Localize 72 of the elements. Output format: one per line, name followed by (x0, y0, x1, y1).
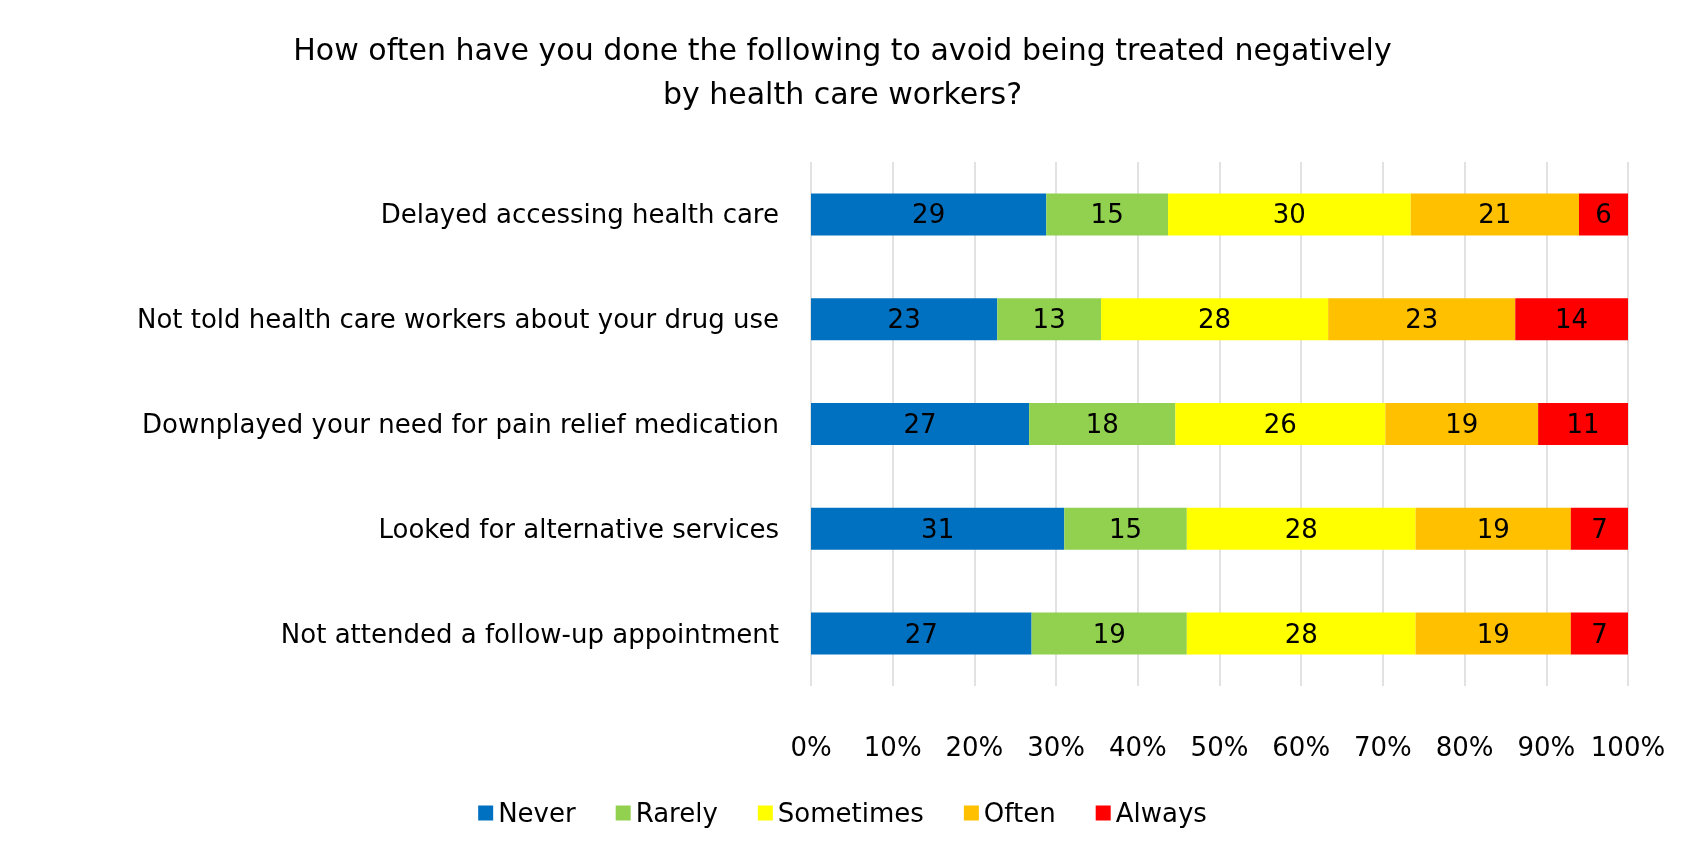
bar (1046, 193, 1169, 236)
x-tick-label: 50% (1190, 732, 1249, 762)
bar (1410, 193, 1579, 236)
legend-label: Rarely (635, 798, 718, 828)
x-tick-label: 80% (1435, 732, 1494, 762)
bar (1538, 403, 1628, 445)
data-label: 21 (1478, 199, 1512, 230)
data-label: 26 (1263, 409, 1297, 439)
legend-label: Sometimes (777, 798, 924, 828)
y-tick-label: Not told health care workers about your drug use (136, 304, 779, 335)
bar (1385, 403, 1539, 445)
data-label: 29 (912, 199, 946, 230)
x-tick-label: 100% (1590, 732, 1666, 762)
bar (811, 612, 1032, 655)
data-label: 31 (921, 513, 955, 544)
data-label: 19 (1445, 409, 1479, 439)
data-label: 19 (1092, 618, 1126, 649)
data-label: 13 (1032, 304, 1066, 335)
bar (811, 403, 1030, 445)
x-tick-label: 20% (945, 732, 1004, 762)
y-tick-label: Delayed accessing health care (380, 199, 779, 230)
x-tick-label: 70% (1354, 732, 1412, 762)
bar (1175, 403, 1386, 445)
data-label: 28 (1284, 513, 1318, 544)
bar (1168, 193, 1411, 236)
y-tick-label: Downplayed your need for pain relief medication (142, 409, 779, 439)
bar (1029, 403, 1176, 445)
data-label: 28 (1198, 304, 1232, 335)
data-label: 18 (1085, 409, 1119, 439)
data-label: 15 (1109, 513, 1143, 544)
data-label: 7 (1591, 618, 1608, 649)
data-label: 23 (1405, 304, 1439, 335)
x-tick-label: 60% (1272, 732, 1331, 762)
bar (1415, 612, 1571, 655)
legend-label: Often (983, 798, 1056, 828)
y-tick-label: Not attended a follow-up appointment (280, 618, 779, 649)
data-label: 19 (1476, 618, 1510, 649)
data-label: 15 (1090, 199, 1124, 230)
legend-label: Never (498, 798, 576, 828)
data-label: 27 (903, 409, 937, 439)
x-tick-label: 40% (1108, 732, 1167, 762)
bar (1328, 298, 1516, 341)
bar (1031, 612, 1187, 655)
bar (1101, 298, 1329, 341)
x-tick-label: 30% (1027, 732, 1085, 762)
data-label: 30 (1272, 199, 1306, 230)
bar (1186, 507, 1416, 550)
bar (1578, 193, 1628, 236)
data-label: 28 (1284, 618, 1318, 649)
x-tick-label: 90% (1517, 732, 1576, 762)
bar (1064, 507, 1187, 550)
legend-label: Always (1115, 798, 1207, 828)
bar (1415, 507, 1571, 550)
bar (811, 193, 1047, 236)
data-label: 19 (1476, 513, 1510, 544)
data-label: 27 (904, 618, 938, 649)
data-label: 7 (1591, 513, 1608, 544)
bar (997, 298, 1102, 341)
x-tick-label: 10% (863, 732, 922, 762)
bar (811, 298, 998, 341)
bar (1570, 612, 1628, 655)
data-label: 11 (1566, 409, 1600, 439)
x-tick-label: 0% (790, 732, 832, 762)
data-label: 6 (1595, 199, 1612, 230)
data-label: 23 (887, 304, 921, 335)
bar (1570, 507, 1628, 550)
data-label: 14 (1555, 304, 1589, 335)
bar (811, 507, 1065, 550)
bar (1186, 612, 1416, 655)
bar (1515, 298, 1628, 341)
y-tick-label: Looked for alternative services (378, 513, 779, 544)
chart-title: How often have you done the following to avoid being treated negatively by health care workers? (293, 31, 1392, 111)
